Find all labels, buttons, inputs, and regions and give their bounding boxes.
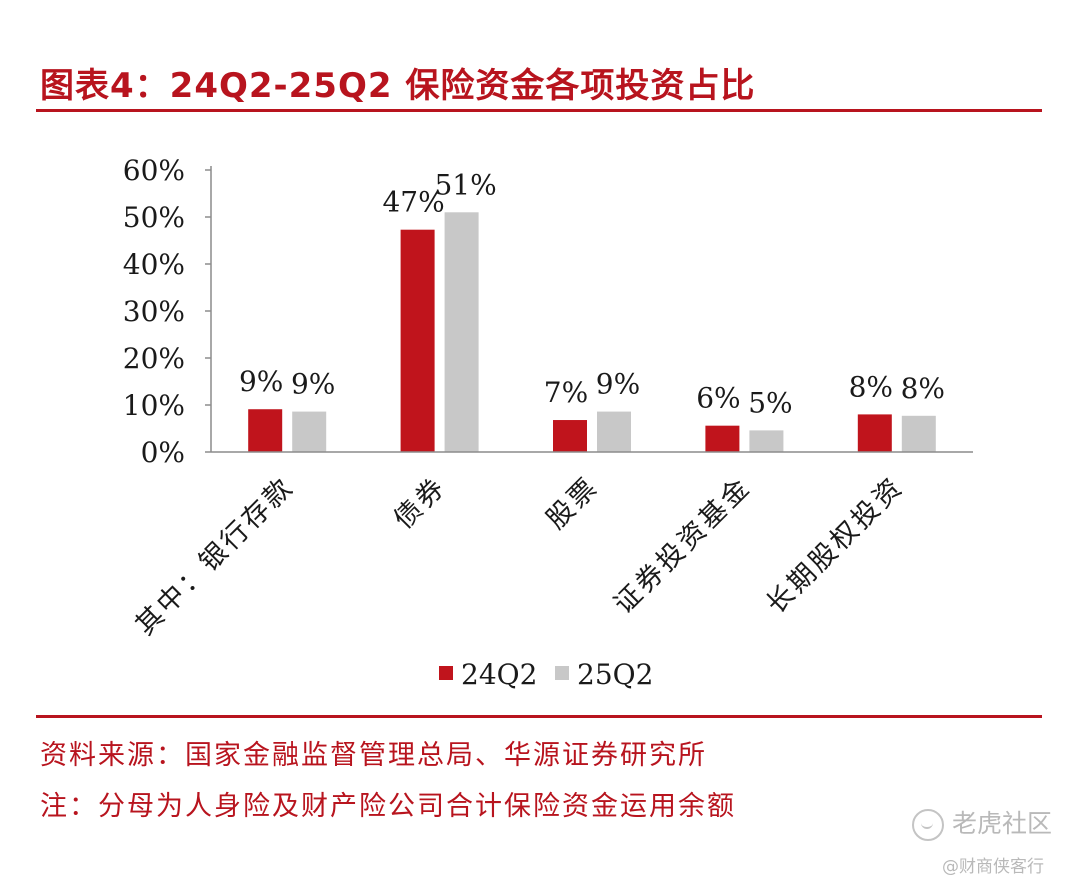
bar-24Q2 (553, 420, 587, 452)
tiger-community-logo-icon (912, 809, 944, 841)
bar-24Q2 (857, 414, 892, 452)
x-category-label: 其中：银行存款 (130, 471, 300, 641)
bar-25Q2 (901, 415, 936, 452)
y-tick-label: 0% (141, 436, 185, 469)
data-label-25Q2: 8% (901, 372, 945, 405)
bar-24Q2 (248, 409, 283, 452)
y-tick-label: 60% (123, 154, 185, 187)
bar-25Q2 (597, 411, 631, 452)
data-label-24Q2: 47% (382, 186, 444, 219)
footnote: 注：分母为人身险及财产险公司合计保险资金运用余额 (40, 791, 736, 822)
bar-25Q2 (292, 411, 327, 452)
data-label-25Q2: 9% (596, 368, 640, 401)
footer-divider (36, 715, 1042, 718)
data-label-25Q2: 51% (434, 168, 496, 201)
y-axis: 0% 10% 20% 30% 40% 50% 60% (123, 154, 212, 469)
y-tick-label: 10% (123, 389, 185, 422)
y-tick-label: 50% (123, 201, 185, 234)
legend: 24Q2 25Q2 (439, 658, 653, 691)
data-label-25Q2: 5% (748, 386, 792, 419)
legend-swatch-25Q2 (555, 666, 569, 680)
legend-label-25Q2: 25Q2 (577, 658, 653, 691)
x-category-label: 债券 (388, 471, 452, 535)
x-category-label: 长期股权投资 (761, 471, 910, 620)
legend-swatch-24Q2 (439, 666, 453, 680)
bar-25Q2 (749, 430, 784, 452)
data-label-24Q2: 9% (239, 365, 283, 398)
data-label-24Q2: 7% (544, 376, 588, 409)
data-label-24Q2: 8% (849, 370, 893, 403)
bar-24Q2 (705, 425, 740, 452)
source-note: 资料来源：国家金融监督管理总局、华源证券研究所 (40, 740, 707, 771)
bar-25Q2 (444, 212, 479, 452)
bars (248, 212, 936, 452)
figure-title: 图表4：24Q2-25Q2 保险资金各项投资占比 (40, 66, 756, 106)
bar-24Q2 (400, 229, 435, 452)
y-tick-label: 40% (123, 248, 185, 281)
watermark: 老虎社区 (912, 804, 1052, 841)
y-tick-label: 20% (123, 342, 185, 375)
watermark-handle: @财商侠客行 (942, 857, 1044, 877)
bar-chart: 0%10%20%30%40%50%60% 9% 9%47%51%7% 9% 6% 5% 8… (123, 154, 973, 691)
x-category-label: 股票 (541, 471, 605, 535)
data-label-24Q2: 6% (696, 382, 740, 415)
x-category-label: 证券投资基金 (608, 471, 757, 620)
legend-label-24Q2: 24Q2 (461, 658, 537, 691)
data-label-25Q2: 9% (291, 368, 335, 401)
data-labels: 9% 9%47%51%7% 9% 6% 5% 8% 8% (239, 168, 945, 419)
watermark-text: 老虎社区 (952, 809, 1053, 838)
y-tick-label: 30% (123, 295, 185, 328)
x-axis: 其中：银行存款 债券 股票 证券投资基金 长期股权投资 (130, 451, 973, 641)
title-divider (36, 109, 1042, 112)
